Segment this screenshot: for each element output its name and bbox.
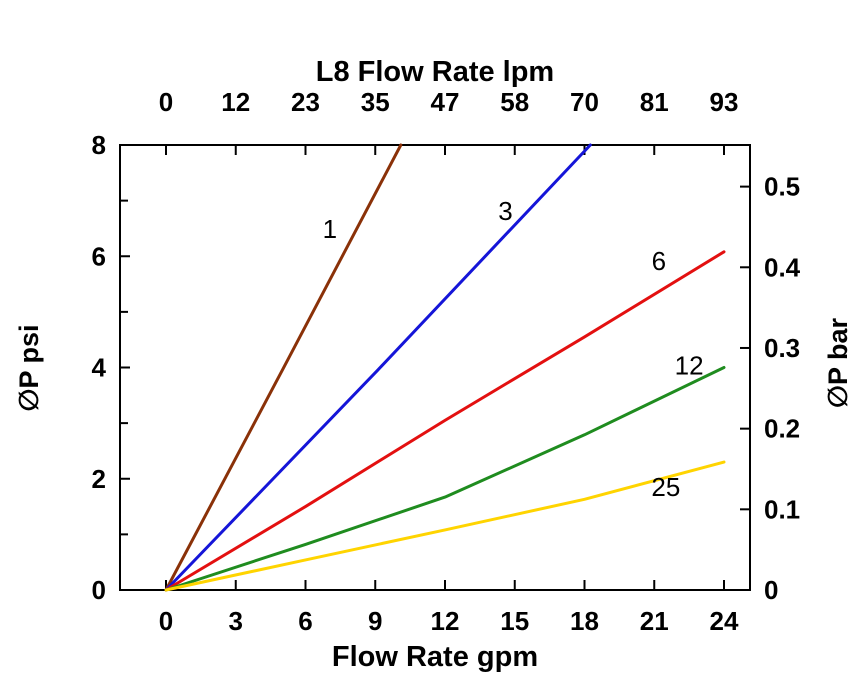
series-label-6: 6 (652, 246, 666, 276)
bottom-tick-label: 15 (500, 606, 529, 636)
series-line-12 (164, 366, 726, 592)
bottom-tick-label: 12 (431, 606, 460, 636)
series-line-1 (164, 143, 403, 592)
bottom-tick-label: 3 (229, 606, 243, 636)
right-tick-label: 0.2 (764, 414, 800, 444)
left-tick-label: 6 (92, 241, 106, 271)
series-label-1: 1 (323, 214, 337, 244)
left-tick-label: 0 (92, 575, 106, 605)
right-tick-label: 0.1 (764, 494, 800, 524)
bottom-tick-label: 9 (368, 606, 382, 636)
top-tick-label: 70 (570, 87, 599, 117)
top-tick-label: 23 (291, 87, 320, 117)
series-line-6 (164, 250, 726, 592)
bottom-tick-label: 24 (710, 606, 739, 636)
top-tick-label: 93 (710, 87, 739, 117)
left-tick-label: 8 (92, 130, 106, 160)
top-tick-label: 47 (431, 87, 460, 117)
bottom-tick-label: 6 (298, 606, 312, 636)
top-tick-label: 12 (221, 87, 250, 117)
bottom-axis-title: Flow Rate gpm (331, 641, 539, 673)
right-tick-label: 0.5 (764, 172, 800, 202)
right-tick-label: 0 (764, 575, 778, 605)
series-line-25 (164, 460, 726, 592)
bottom-tick-label: 0 (159, 606, 173, 636)
series-label-25: 25 (651, 472, 680, 502)
top-tick-label: 0 (159, 87, 173, 117)
right-tick-label: 0.4 (764, 252, 801, 282)
series-line-3 (164, 143, 592, 592)
left-tick-label: 2 (92, 464, 106, 494)
bottom-tick-label: 18 (570, 606, 599, 636)
top-axis-title: L8 Flow Rate lpm (315, 56, 555, 88)
top-tick-label: 35 (361, 87, 390, 117)
top-tick-label: 81 (640, 87, 669, 117)
right-tick-label: 0.3 (764, 333, 800, 363)
bottom-tick-label: 21 (640, 606, 669, 636)
series-label-3: 3 (498, 196, 512, 226)
top-tick-label: 58 (500, 87, 529, 117)
series-label-12: 12 (675, 351, 704, 381)
plot-border (119, 144, 751, 591)
left-tick-label: 4 (92, 353, 107, 383)
